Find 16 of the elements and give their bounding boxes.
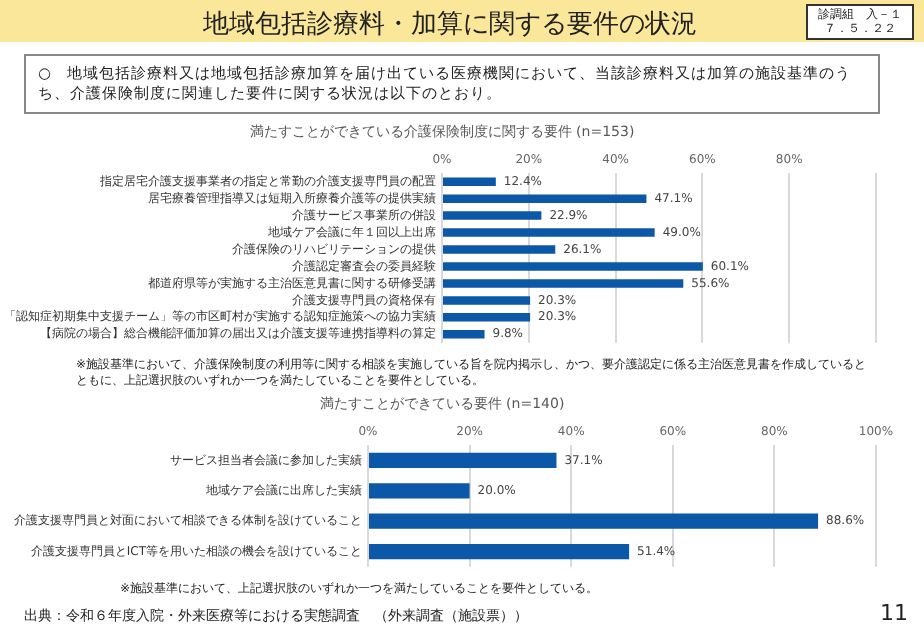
bar (369, 483, 470, 499)
bar (369, 513, 819, 529)
bar (369, 452, 557, 468)
bar (443, 245, 556, 254)
bar (443, 313, 531, 322)
bar (369, 544, 630, 560)
bar (443, 177, 496, 186)
bar (443, 211, 542, 220)
bar (443, 228, 655, 237)
bar (443, 330, 485, 339)
bar (443, 279, 684, 288)
bar (443, 194, 647, 203)
bar (443, 262, 703, 271)
bar (443, 296, 531, 305)
text: 11 (880, 600, 908, 626)
text: 地域包括診療料・加算に関する要件の状況 (201, 8, 699, 42)
